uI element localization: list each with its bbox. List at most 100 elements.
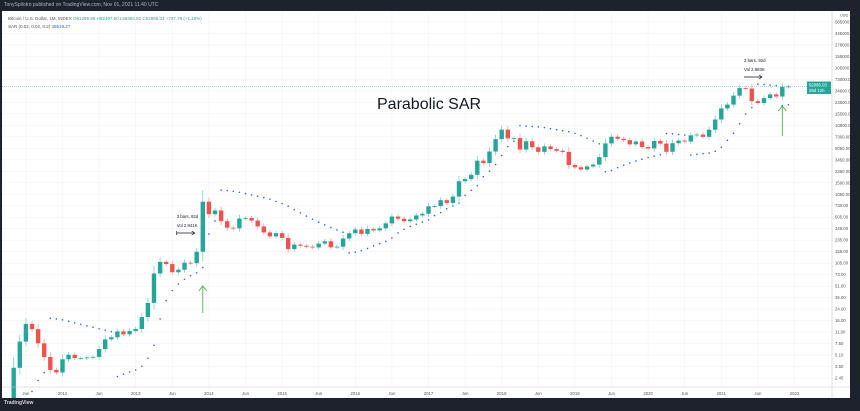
sar-dots <box>31 83 790 393</box>
sar-value: 39519.27 <box>51 24 71 29</box>
sar-dot <box>360 249 363 252</box>
candle-body <box>225 221 230 228</box>
price-chart[interactable]: 3 bars, 92d Vol 2.841K 3 bars, 92d Vol 2.88… <box>2 11 850 398</box>
candle-body <box>523 141 529 150</box>
candle-body <box>347 233 352 239</box>
sar-dot <box>287 205 290 207</box>
sar-dot <box>214 220 216 222</box>
sar-dot <box>122 373 125 375</box>
candle-body <box>139 317 144 329</box>
sar-dot <box>604 170 607 173</box>
measure-volume-label: Vol 2.841K <box>177 223 198 228</box>
price-tick-label: 10900.00 <box>835 123 850 128</box>
measure-arrow-head-icon <box>758 74 763 80</box>
sar-dot <box>134 369 137 371</box>
time-tick-label: Jun <box>535 391 543 396</box>
candle-body <box>304 245 309 247</box>
candle-body <box>206 201 212 215</box>
sar-dot <box>531 125 533 128</box>
time-tick-label: 2019 <box>570 391 580 396</box>
candle-body <box>591 164 596 167</box>
price-tick-label: 5050.00 <box>835 146 850 151</box>
sar-dot <box>208 233 210 235</box>
sar-dot <box>592 140 594 142</box>
sar-dot <box>744 113 747 115</box>
price-tick-label: 11.00 <box>835 330 846 335</box>
sar-dot <box>769 84 771 86</box>
candle-body <box>530 141 535 148</box>
candle-body <box>279 233 285 238</box>
sar-dot <box>629 162 631 164</box>
sar-dot <box>293 208 296 211</box>
sar-dot <box>555 128 558 131</box>
candle-body <box>84 357 90 359</box>
candle-body <box>609 136 614 144</box>
candle-body <box>615 136 620 139</box>
low-value: L59484.82 <box>119 16 142 21</box>
sar-dot <box>683 134 686 136</box>
candle-body <box>249 218 254 221</box>
candle-body <box>499 129 504 140</box>
candle-body <box>664 143 669 152</box>
candle-body <box>365 228 370 234</box>
candle-body <box>194 251 199 264</box>
sar-dot <box>67 320 70 323</box>
candle-body <box>377 228 382 231</box>
candle-body <box>432 206 437 207</box>
price-tick-label: 7.50 <box>835 341 844 346</box>
time-tick-label: Jun <box>388 391 396 396</box>
candle-body <box>420 213 425 216</box>
symbol[interactable]: Bitcoin / U.S. Dollar, 1M, INDEX <box>8 16 72 21</box>
chart-panel[interactable]: 3 bars, 92d Vol 2.841K 3 bars, 92d Vol 2.88… <box>2 11 850 398</box>
sar-dot <box>421 221 424 223</box>
sar-dot <box>446 207 448 210</box>
candle-body <box>487 151 492 163</box>
sar-dot <box>482 175 485 178</box>
sar-dot <box>561 129 564 132</box>
sar-dot <box>702 152 704 155</box>
candle-body <box>414 215 419 220</box>
price-tick-label: 345.00 <box>835 226 849 231</box>
sar-dot <box>153 344 155 347</box>
sar-dot <box>220 189 222 191</box>
sar-dot <box>622 164 625 166</box>
sar-dot <box>409 225 412 228</box>
sar-dot <box>366 247 369 250</box>
time-tick-label: Jun <box>681 391 689 396</box>
candle-body <box>658 140 663 144</box>
sar-dot <box>659 153 662 156</box>
candle-body <box>383 223 388 229</box>
candle-body <box>652 140 657 149</box>
candle-body <box>231 227 236 229</box>
sar-dot <box>458 202 460 204</box>
time-tick-label: 2014 <box>204 391 214 396</box>
up-arrow-head-icon <box>777 105 787 112</box>
sar-dot <box>513 140 515 142</box>
sar-dot <box>195 271 198 274</box>
sar-dot <box>354 251 357 253</box>
sar-label[interactable]: SAR (0.02, 0.02, 0.2) <box>8 24 51 29</box>
sar-dot <box>671 133 674 135</box>
candle-body <box>48 356 53 370</box>
time-tick-label: 2017 <box>424 391 434 396</box>
candle-body <box>90 356 96 358</box>
candle-body <box>243 218 248 219</box>
candle-body <box>700 134 706 137</box>
sar-dot <box>263 196 265 199</box>
price-tick-label: 155.00 <box>835 249 849 254</box>
candle-body <box>603 143 608 158</box>
legend: Bitcoin / U.S. Dollar, 1M, INDEX O61299.… <box>8 15 202 31</box>
sar-dot <box>494 163 497 166</box>
candle-body <box>408 219 413 222</box>
sar-dot <box>37 379 39 382</box>
sar-dot <box>183 278 186 281</box>
candle-body <box>548 146 553 150</box>
sar-dot <box>317 221 320 223</box>
sar-dot <box>415 223 418 225</box>
candle-body <box>170 264 175 273</box>
sar-dot <box>232 190 235 193</box>
candle-body <box>157 261 163 274</box>
candle-body <box>511 138 517 139</box>
price-tick-label: 235.00 <box>835 238 849 243</box>
sar-dot <box>55 318 58 320</box>
